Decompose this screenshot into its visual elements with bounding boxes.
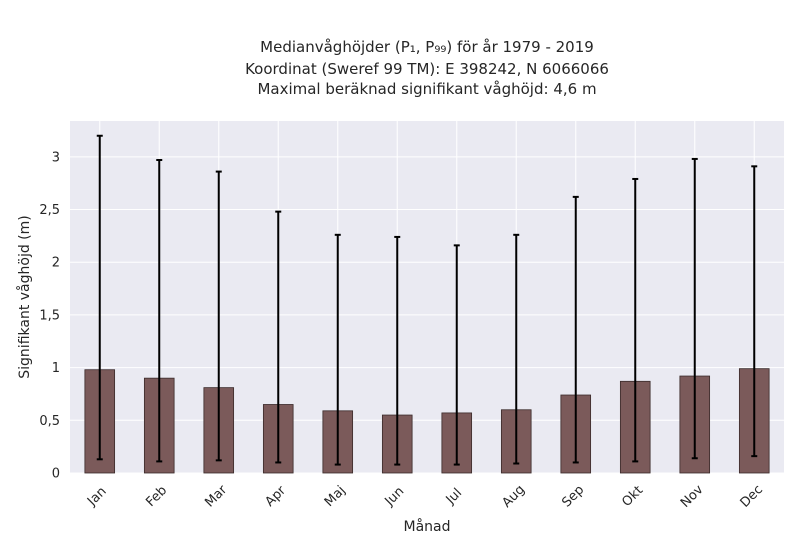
y-tick-label: 0	[52, 467, 60, 482]
y-tick-label: 1	[52, 361, 60, 376]
chart-title-line-2: Koordinat (Sweref 99 TM): E 398242, N 60…	[245, 60, 609, 78]
y-tick-label: 2	[52, 256, 60, 271]
chart-title: Medianvåghöjder (P₁, P₉₉) för år 1979 - …	[245, 38, 609, 98]
x-tick-label: Nov	[678, 482, 707, 511]
y-tick-label: 2,5	[39, 203, 60, 218]
y-axis-label: Signifikant våghöjd (m)	[16, 215, 33, 378]
chart-title-line-1: Medianvåghöjder (P₁, P₉₉) för år 1979 - …	[260, 38, 594, 56]
x-tick-label: Jan	[84, 484, 109, 509]
error-bars	[96, 134, 758, 466]
x-tick-label: Jul	[443, 486, 465, 508]
x-tick-label: Aug	[499, 482, 528, 511]
x-axis-label: Månad	[404, 518, 451, 535]
plot-area	[70, 121, 784, 473]
x-tick-label: Dec	[738, 482, 766, 510]
y-tick-label: 3	[52, 150, 60, 165]
x-tick-label: Maj	[322, 483, 349, 510]
x-tick-label: Apr	[263, 483, 290, 510]
x-tick-label: Okt	[619, 483, 646, 510]
x-tick-label: Jun	[382, 484, 408, 510]
chart-title-line-3: Maximal beräknad signifikant våghöjd: 4,…	[257, 80, 596, 98]
y-tick-label: 1,5	[39, 308, 60, 323]
x-tick-labels: Jan Feb Mar Apr Maj Jun Jul Aug Sep Okt Nov Dec	[84, 482, 766, 511]
y-tick-labels: 0 0,5 1 1,5 2 2,5 3	[39, 150, 60, 481]
x-tick-label: Mar	[202, 482, 230, 510]
x-tick-label: Sep	[559, 483, 587, 511]
x-tick-label: Feb	[143, 483, 170, 510]
y-tick-label: 0,5	[39, 414, 60, 429]
